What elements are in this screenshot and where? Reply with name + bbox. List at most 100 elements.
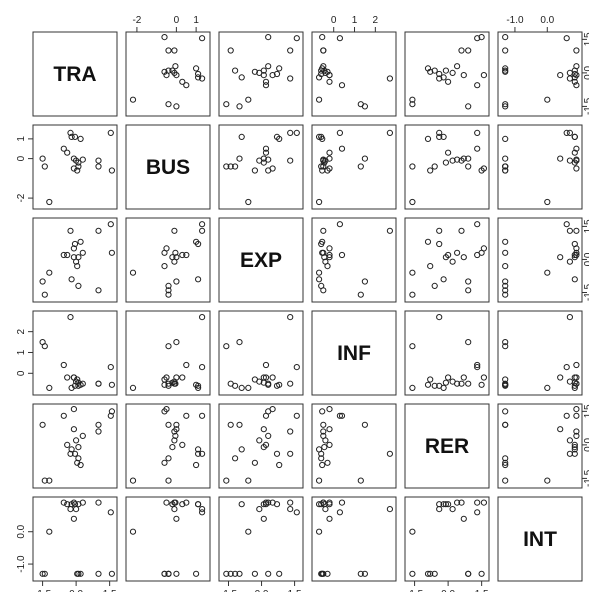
point-3-inf-vs-rer — [460, 374, 467, 381]
point-2-bus-vs-tra — [67, 129, 74, 136]
point-4-int-vs-tra — [73, 506, 80, 513]
point-7-bus-vs-rer — [458, 157, 465, 164]
point-18-exp-vs-bus — [195, 276, 202, 283]
point-18-bus-vs-exp — [238, 133, 245, 140]
point-10-bus-vs-tra — [41, 163, 48, 170]
point-8-inf-vs-tra — [107, 364, 114, 371]
point-8-inf-vs-rer — [474, 364, 481, 371]
point-17-exp-vs-tra — [46, 269, 53, 276]
point-13-bus-vs-tra — [75, 163, 82, 170]
point-6-exp-vs-tra — [79, 249, 86, 256]
point-8-int-vs-bus — [199, 509, 206, 516]
point-11-bus-vs-int — [573, 165, 580, 172]
right-tick-label-rer-1: 0.0 — [583, 437, 589, 451]
point-8-int-vs-exp — [293, 509, 300, 516]
point-1-bus-vs-inf — [326, 149, 333, 156]
point-0-rer-vs-bus — [183, 412, 190, 419]
point-16-bus-vs-rer — [478, 167, 485, 174]
point-18-int-vs-exp — [238, 501, 245, 508]
point-8-bus-vs-exp — [293, 129, 300, 136]
point-17-exp-vs-int — [544, 269, 551, 276]
point-3-int-vs-rer — [460, 515, 467, 522]
point-0-inf-vs-tra — [60, 361, 67, 369]
panel-exp-inf — [311, 217, 397, 303]
point-9-int-vs-inf — [361, 570, 368, 577]
point-7-exp-vs-tra — [95, 227, 102, 234]
point-17-rer-vs-inf — [316, 477, 323, 484]
point-17-exp-vs-inf — [316, 269, 323, 276]
point-19-inf-vs-tra — [71, 382, 79, 389]
point-16-exp-vs-bus — [161, 249, 168, 256]
point-13-rer-vs-int — [502, 455, 509, 462]
panel-exp-tra — [32, 217, 118, 303]
point-13-tra-vs-int — [502, 67, 509, 74]
point-9-bus-vs-inf — [361, 155, 368, 162]
point-14-bus-vs-tra — [77, 135, 84, 142]
point-1-rer-vs-tra — [64, 441, 71, 448]
point-0-inf-vs-exp — [262, 361, 270, 369]
point-6-tra-vs-int — [573, 63, 580, 70]
point-17-rer-vs-bus — [129, 477, 137, 484]
point-12-exp-vs-tra — [74, 263, 81, 270]
point-7-exp-vs-inf — [320, 227, 327, 234]
point-8-exp-vs-rer — [474, 221, 481, 228]
point-4-inf-vs-int — [566, 378, 574, 385]
panel-inf-tra — [32, 310, 118, 396]
point-2-rer-vs-bus — [199, 450, 206, 457]
point-0-rer-vs-tra — [60, 412, 67, 419]
point-15-inf-vs-tra — [95, 380, 102, 387]
point-8-rer-vs-bus — [199, 412, 206, 419]
point-13-exp-vs-bus — [165, 282, 172, 289]
point-15-tra-vs-inf — [320, 47, 327, 54]
panel-rer-rer — [404, 403, 490, 489]
point-15-inf-vs-exp — [227, 380, 234, 387]
point-8-tra-vs-rer — [474, 35, 481, 42]
point-10-exp-vs-inf — [357, 291, 364, 298]
point-14-int-vs-bus — [193, 570, 200, 577]
point-12-bus-vs-exp — [251, 167, 258, 174]
point-1-rer-vs-bus — [179, 441, 186, 448]
point-8-rer-vs-int — [563, 412, 570, 419]
point-6-exp-vs-bus — [172, 249, 179, 256]
point-19-rer-vs-exp — [273, 450, 281, 457]
point-5-bus-vs-exp — [260, 159, 267, 166]
point-8-exp-vs-bus — [199, 221, 206, 228]
point-11-inf-vs-int — [573, 374, 580, 381]
point-7-inf-vs-exp — [287, 380, 294, 387]
point-15-rer-vs-exp — [227, 421, 234, 428]
point-0-tra-vs-rer — [474, 82, 481, 89]
point-12-exp-vs-rer — [427, 263, 434, 270]
point-18-rer-vs-exp — [238, 446, 245, 453]
point-7-tra-vs-bus — [171, 47, 178, 54]
point-1-inf-vs-tra — [64, 374, 71, 381]
panel-inf-bus — [125, 310, 211, 396]
point-2-tra-vs-int — [566, 75, 574, 82]
point-16-bus-vs-int — [502, 167, 509, 174]
point-11-int-vs-inf — [326, 499, 333, 506]
point-17-tra-vs-exp — [245, 96, 252, 103]
point-2-inf-vs-bus — [199, 314, 206, 321]
point-3-int-vs-tra — [70, 515, 78, 522]
point-6-int-vs-rer — [454, 499, 461, 506]
point-19-inf-vs-int — [571, 382, 578, 389]
point-9-inf-vs-rer — [465, 339, 472, 346]
point-14-rer-vs-tra — [77, 461, 84, 469]
point-18-rer-vs-bus — [195, 446, 202, 453]
point-15-exp-vs-rer — [465, 287, 472, 294]
bottom-tick-label-rer-1: 0.0 — [441, 589, 455, 592]
bottom-tick-label-exp-2: 1.5 — [288, 589, 302, 592]
point-10-tra-vs-exp — [223, 101, 230, 108]
point-15-inf-vs-bus — [165, 380, 172, 387]
panel-int-int — [497, 496, 583, 582]
point-17-tra-vs-inf — [316, 96, 323, 103]
point-5-rer-vs-bus — [169, 444, 176, 451]
point-11-rer-vs-inf — [326, 406, 333, 413]
panel-rer-int — [497, 403, 583, 489]
point-2-exp-vs-int — [566, 227, 574, 234]
point-9-exp-vs-rer — [465, 278, 472, 285]
point-17-int-vs-bus — [129, 528, 137, 535]
point-15-bus-vs-inf — [320, 163, 327, 170]
point-16-bus-vs-exp — [265, 167, 272, 174]
point-19-exp-vs-bus — [195, 240, 202, 248]
